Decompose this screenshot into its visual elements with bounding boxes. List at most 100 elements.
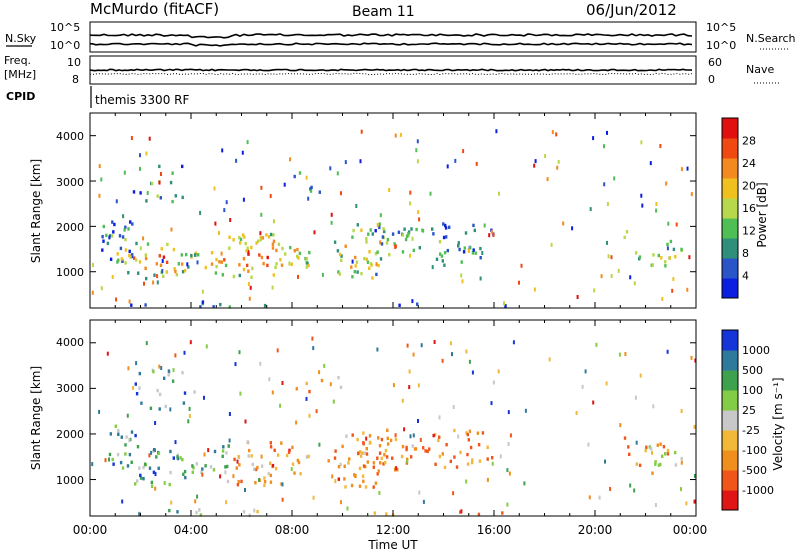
freq-tick-bottom: 8 [72, 73, 79, 86]
velocity-cell [422, 499, 425, 504]
velocity-cell [237, 480, 240, 484]
power-cell [123, 228, 126, 232]
power-cell [416, 302, 419, 306]
power-cell [401, 250, 405, 254]
power-cell [603, 182, 606, 187]
power-cell [659, 144, 662, 148]
velocity-cell [666, 452, 670, 456]
velocity-cell [457, 434, 460, 439]
velocity-cell [291, 462, 295, 466]
power-cell [550, 242, 553, 247]
velocity-cell [247, 454, 250, 458]
power-cell [183, 269, 187, 273]
power-cell [593, 288, 596, 293]
power-cell [305, 265, 308, 269]
power-cell [139, 153, 141, 158]
velocity-cell [329, 382, 332, 387]
power-cell [606, 130, 608, 135]
velocity-cell [506, 502, 509, 507]
velocity-cell [139, 473, 142, 478]
power-cell [156, 274, 159, 279]
power-cell [272, 273, 275, 277]
power-cell [666, 246, 669, 251]
power-cell [238, 263, 241, 267]
power-cell [446, 248, 449, 253]
velocity-cell [318, 370, 321, 375]
power-cell [244, 242, 247, 246]
power-cell [492, 233, 495, 237]
power-cell [223, 258, 226, 262]
velocity-cell [127, 366, 130, 371]
power-cell [160, 172, 162, 176]
velocity-cell [333, 456, 337, 460]
velocity-colorbar-tick: 500 [742, 364, 763, 377]
power-cell [483, 223, 486, 228]
power-cell [377, 263, 380, 268]
velocity-cell [362, 431, 365, 435]
nsky-tick-bottom: 10^0 [50, 39, 80, 52]
power-cell [458, 247, 461, 252]
power-cell [442, 222, 445, 226]
velocity-cell [148, 453, 151, 458]
velocity-cell [477, 512, 481, 517]
power-cell [520, 263, 523, 268]
velocity-cell [224, 465, 227, 469]
velocity-cell [635, 462, 638, 466]
velocity-cell [311, 336, 314, 341]
velocity-colorbar-swatch [722, 430, 738, 451]
power-cell [481, 251, 484, 255]
power-cell [259, 231, 262, 236]
power-cell [534, 159, 537, 164]
power-cell [385, 241, 389, 245]
velocity-cell [226, 479, 230, 484]
velocity-colorbar-swatch [722, 350, 738, 371]
power-cell [145, 151, 148, 156]
velocity-cell [471, 370, 474, 375]
velocity-colorbar-tick: -100 [742, 444, 767, 457]
velocity-cell [263, 480, 267, 484]
power-cell [398, 303, 401, 307]
velocity-cell [651, 450, 653, 455]
velocity-cell [339, 385, 343, 389]
power-cell [380, 242, 384, 246]
power-cell [444, 223, 447, 228]
power-cell [266, 255, 269, 260]
x-axis-label: Time UT [367, 538, 418, 552]
velocity-cell [182, 401, 186, 405]
power-colorbar-tick: 28 [742, 135, 756, 148]
power-cell [212, 305, 215, 309]
power-cell [171, 199, 174, 204]
power-cell [655, 202, 658, 206]
nsky-trace [89, 33, 693, 39]
power-cell [162, 274, 165, 278]
velocity-cell [438, 415, 441, 420]
velocity-cell [168, 508, 171, 513]
power-cell [667, 221, 670, 226]
velocity-cell [170, 500, 173, 505]
power-colorbar-label: Power [dB] [755, 182, 769, 247]
velocity-cell [680, 460, 683, 465]
velocity-cell [138, 371, 141, 376]
velocity-cell [116, 452, 120, 457]
velocity-cell [366, 460, 369, 464]
velocity-colorbar-tick: 100 [742, 384, 763, 397]
velocity-cell [171, 379, 175, 383]
velocity-cell [466, 462, 470, 466]
velocity-cell [400, 454, 404, 459]
power-cell [284, 252, 287, 256]
velocity-cell [297, 460, 301, 465]
power-cell [472, 223, 475, 228]
power-cell [409, 190, 412, 195]
velocity-cell [405, 445, 408, 450]
velocity-cell [232, 474, 235, 479]
velocity-cell [386, 442, 390, 446]
power-cell [592, 136, 595, 141]
velocity-cell [126, 464, 130, 468]
power-cell [102, 239, 105, 243]
power-cell [223, 208, 226, 213]
velocity-cell [135, 361, 138, 366]
power-cell [100, 177, 103, 182]
power-cell [232, 274, 236, 279]
power-cell [355, 260, 359, 264]
power-cell [111, 234, 114, 238]
